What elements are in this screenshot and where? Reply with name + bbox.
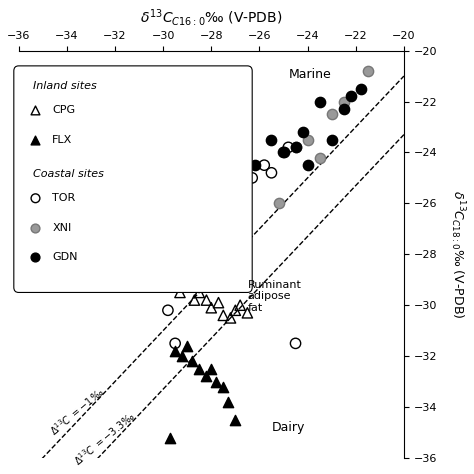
Text: GDN: GDN bbox=[52, 252, 78, 262]
Point bbox=[340, 105, 347, 113]
Point bbox=[316, 98, 323, 105]
Text: TOR: TOR bbox=[52, 193, 75, 203]
Y-axis label: $\delta^{13}C_{C18:0}$‰ (V-PDB): $\delta^{13}C_{C18:0}$‰ (V-PDB) bbox=[448, 190, 467, 319]
Point bbox=[208, 304, 215, 311]
Point bbox=[304, 136, 311, 144]
Point bbox=[237, 187, 244, 194]
Point bbox=[191, 296, 198, 304]
Point bbox=[219, 383, 227, 391]
Point bbox=[32, 253, 39, 261]
Point bbox=[166, 434, 174, 441]
Point bbox=[195, 289, 203, 296]
Point bbox=[292, 339, 300, 347]
Point bbox=[260, 161, 268, 169]
Point bbox=[232, 416, 239, 424]
Point bbox=[164, 307, 172, 314]
Point bbox=[280, 149, 287, 156]
X-axis label: $\delta^{13}C_{C16:0}$‰ (V-PDB): $\delta^{13}C_{C16:0}$‰ (V-PDB) bbox=[140, 7, 283, 28]
Point bbox=[304, 161, 311, 169]
Point bbox=[172, 339, 179, 347]
Point bbox=[227, 200, 234, 207]
Point bbox=[172, 347, 179, 355]
Point bbox=[32, 194, 39, 202]
FancyBboxPatch shape bbox=[14, 66, 252, 292]
Point bbox=[292, 144, 300, 151]
Point bbox=[203, 373, 210, 380]
Point bbox=[316, 154, 323, 161]
Point bbox=[224, 398, 232, 406]
Point bbox=[188, 357, 196, 365]
Point bbox=[208, 365, 215, 373]
Point bbox=[195, 365, 203, 373]
Point bbox=[244, 309, 251, 317]
Point bbox=[183, 281, 191, 289]
Point bbox=[183, 342, 191, 350]
Text: Dairy: Dairy bbox=[272, 421, 305, 434]
Point bbox=[280, 149, 287, 156]
Text: Coastal sites: Coastal sites bbox=[33, 169, 104, 179]
Text: Inland sites: Inland sites bbox=[33, 81, 97, 91]
Point bbox=[203, 296, 210, 304]
Point bbox=[340, 98, 347, 105]
Point bbox=[328, 136, 336, 144]
Point bbox=[237, 301, 244, 309]
Text: XNI: XNI bbox=[52, 222, 72, 233]
Point bbox=[251, 161, 258, 169]
Point bbox=[212, 378, 220, 385]
Point bbox=[179, 352, 186, 360]
Point bbox=[275, 200, 283, 207]
Text: $\Delta^{13}$C $=$$-1$‰: $\Delta^{13}$C $=$$-1$‰ bbox=[47, 384, 107, 438]
Point bbox=[227, 314, 234, 322]
Point bbox=[219, 311, 227, 319]
Point bbox=[248, 174, 256, 182]
Text: Ruminant
adipose
fat: Ruminant adipose fat bbox=[247, 280, 301, 313]
Point bbox=[284, 144, 292, 151]
Point bbox=[32, 136, 39, 144]
Point bbox=[215, 299, 222, 306]
Text: CPG: CPG bbox=[52, 105, 75, 116]
Point bbox=[347, 92, 355, 100]
Point bbox=[299, 128, 307, 136]
Text: FLX: FLX bbox=[52, 135, 73, 145]
Point bbox=[364, 67, 372, 75]
Point bbox=[32, 107, 39, 114]
Text: $\Delta^{13}$C $=$$-3.3$‰: $\Delta^{13}$C $=$$-3.3$‰ bbox=[72, 409, 138, 468]
Text: Marine: Marine bbox=[288, 68, 331, 81]
Point bbox=[292, 144, 300, 151]
Point bbox=[268, 136, 275, 144]
Point bbox=[328, 110, 336, 118]
Point bbox=[176, 289, 184, 296]
Point bbox=[357, 85, 365, 92]
Point bbox=[268, 169, 275, 177]
Point bbox=[32, 224, 39, 231]
Point bbox=[232, 307, 239, 314]
